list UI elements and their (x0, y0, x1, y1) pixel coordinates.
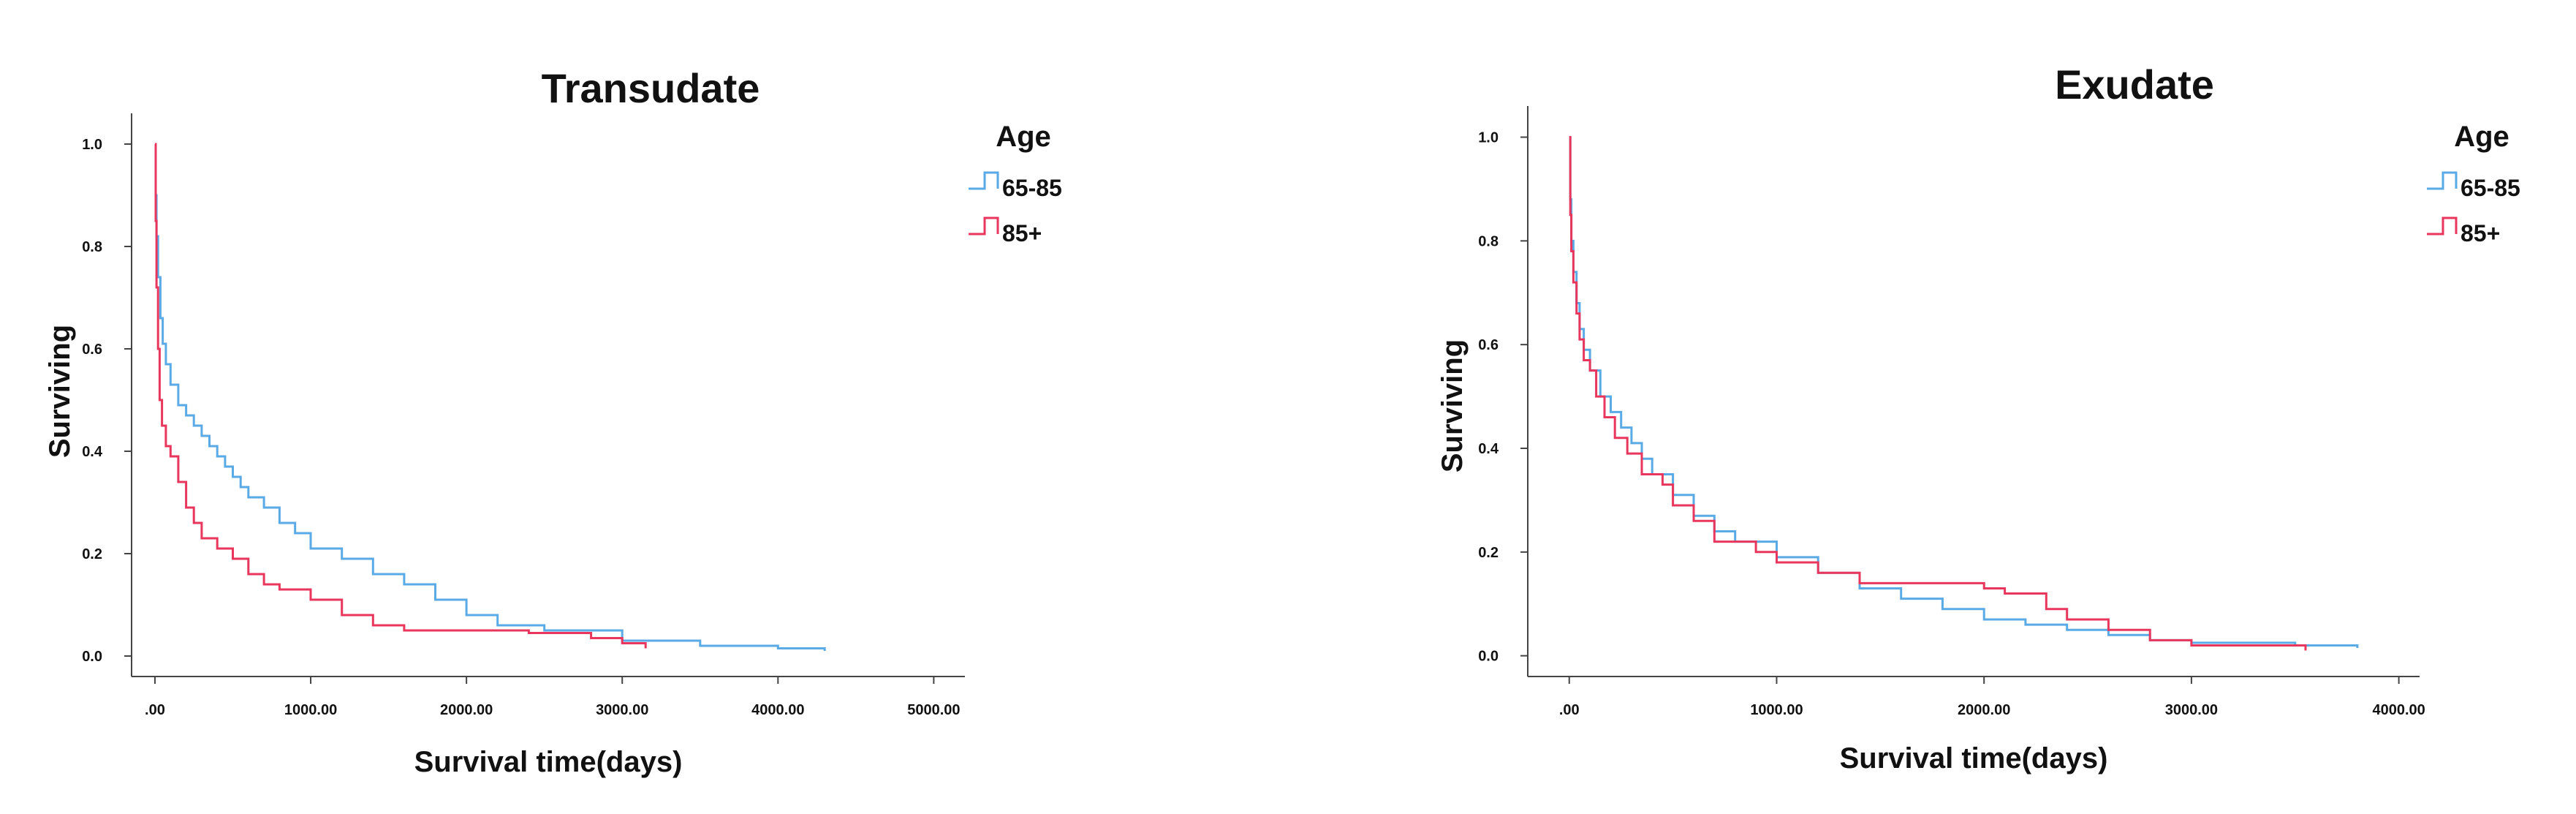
x-tick-label: 4000.00 (2372, 702, 2425, 718)
legend-swatch (969, 216, 999, 235)
survival-curve-age-85-plus (1569, 136, 2307, 651)
y-tick-label: 0.2 (1478, 545, 1499, 561)
legend-swatch (969, 171, 999, 190)
y-axis-title: Surviving (1436, 339, 1469, 472)
legend-title: Age (2454, 121, 2509, 153)
survival-curve-age-65-85 (154, 143, 826, 651)
y-tick-label: 0.4 (1478, 441, 1499, 457)
y-tick-label: 1.0 (1478, 130, 1499, 146)
y-tick-label: 0.6 (1478, 337, 1499, 353)
x-tick-label: 3000.00 (596, 702, 648, 718)
survival-curve-age-65-85 (1569, 136, 2359, 648)
legend-label: 65-85 (1002, 175, 1062, 201)
legend-swatch (2427, 171, 2458, 190)
y-tick-label: 1.0 (82, 137, 102, 153)
y-axis-title: Surviving (44, 325, 76, 458)
chart-2: Exudate Survival time(days) Surviving 0.0 0.… (1436, 61, 2520, 775)
legend-label: 85+ (1002, 220, 1042, 246)
x-tick-label: 4000.00 (751, 702, 804, 718)
chart-title: Transudate (542, 65, 760, 111)
x-tick-label: .00 (145, 702, 165, 718)
y-tick-label: 0.6 (82, 342, 102, 358)
legend-label: 65-85 (2461, 175, 2520, 201)
x-tick-label: 5000.00 (907, 702, 960, 718)
x-tick-label: 1000.00 (1750, 702, 1803, 718)
y-tick-label: 0.8 (1478, 233, 1499, 249)
x-axis-title: Survival time(days) (1840, 742, 2108, 775)
x-tick-label: 2000.00 (440, 702, 493, 718)
x-axis-title: Survival time(days) (414, 746, 683, 778)
chart-title: Exudate (2055, 61, 2214, 108)
legend: Age 65-85 85+ (2427, 121, 2520, 246)
survival-curve-age-85-plus (154, 143, 647, 649)
legend-swatch (2427, 216, 2458, 235)
y-tick-label: 0.4 (82, 444, 103, 460)
legend-title: Age (996, 121, 1051, 153)
y-tick-label: 0.0 (82, 649, 102, 665)
chart-1: Transudate Survival time(days) Surviving 0.… (44, 65, 1062, 778)
legend: Age 65-85 85+ (969, 121, 1062, 246)
y-tick-label: 0.2 (82, 546, 102, 562)
y-tick-label: 0.0 (1478, 649, 1499, 665)
x-tick-label: 1000.00 (284, 702, 337, 718)
y-tick-label: 0.8 (82, 239, 102, 255)
x-tick-label: 3000.00 (2165, 702, 2218, 718)
legend-label: 85+ (2461, 220, 2500, 246)
x-tick-label: .00 (1559, 702, 1580, 718)
x-tick-label: 2000.00 (1958, 702, 2010, 718)
